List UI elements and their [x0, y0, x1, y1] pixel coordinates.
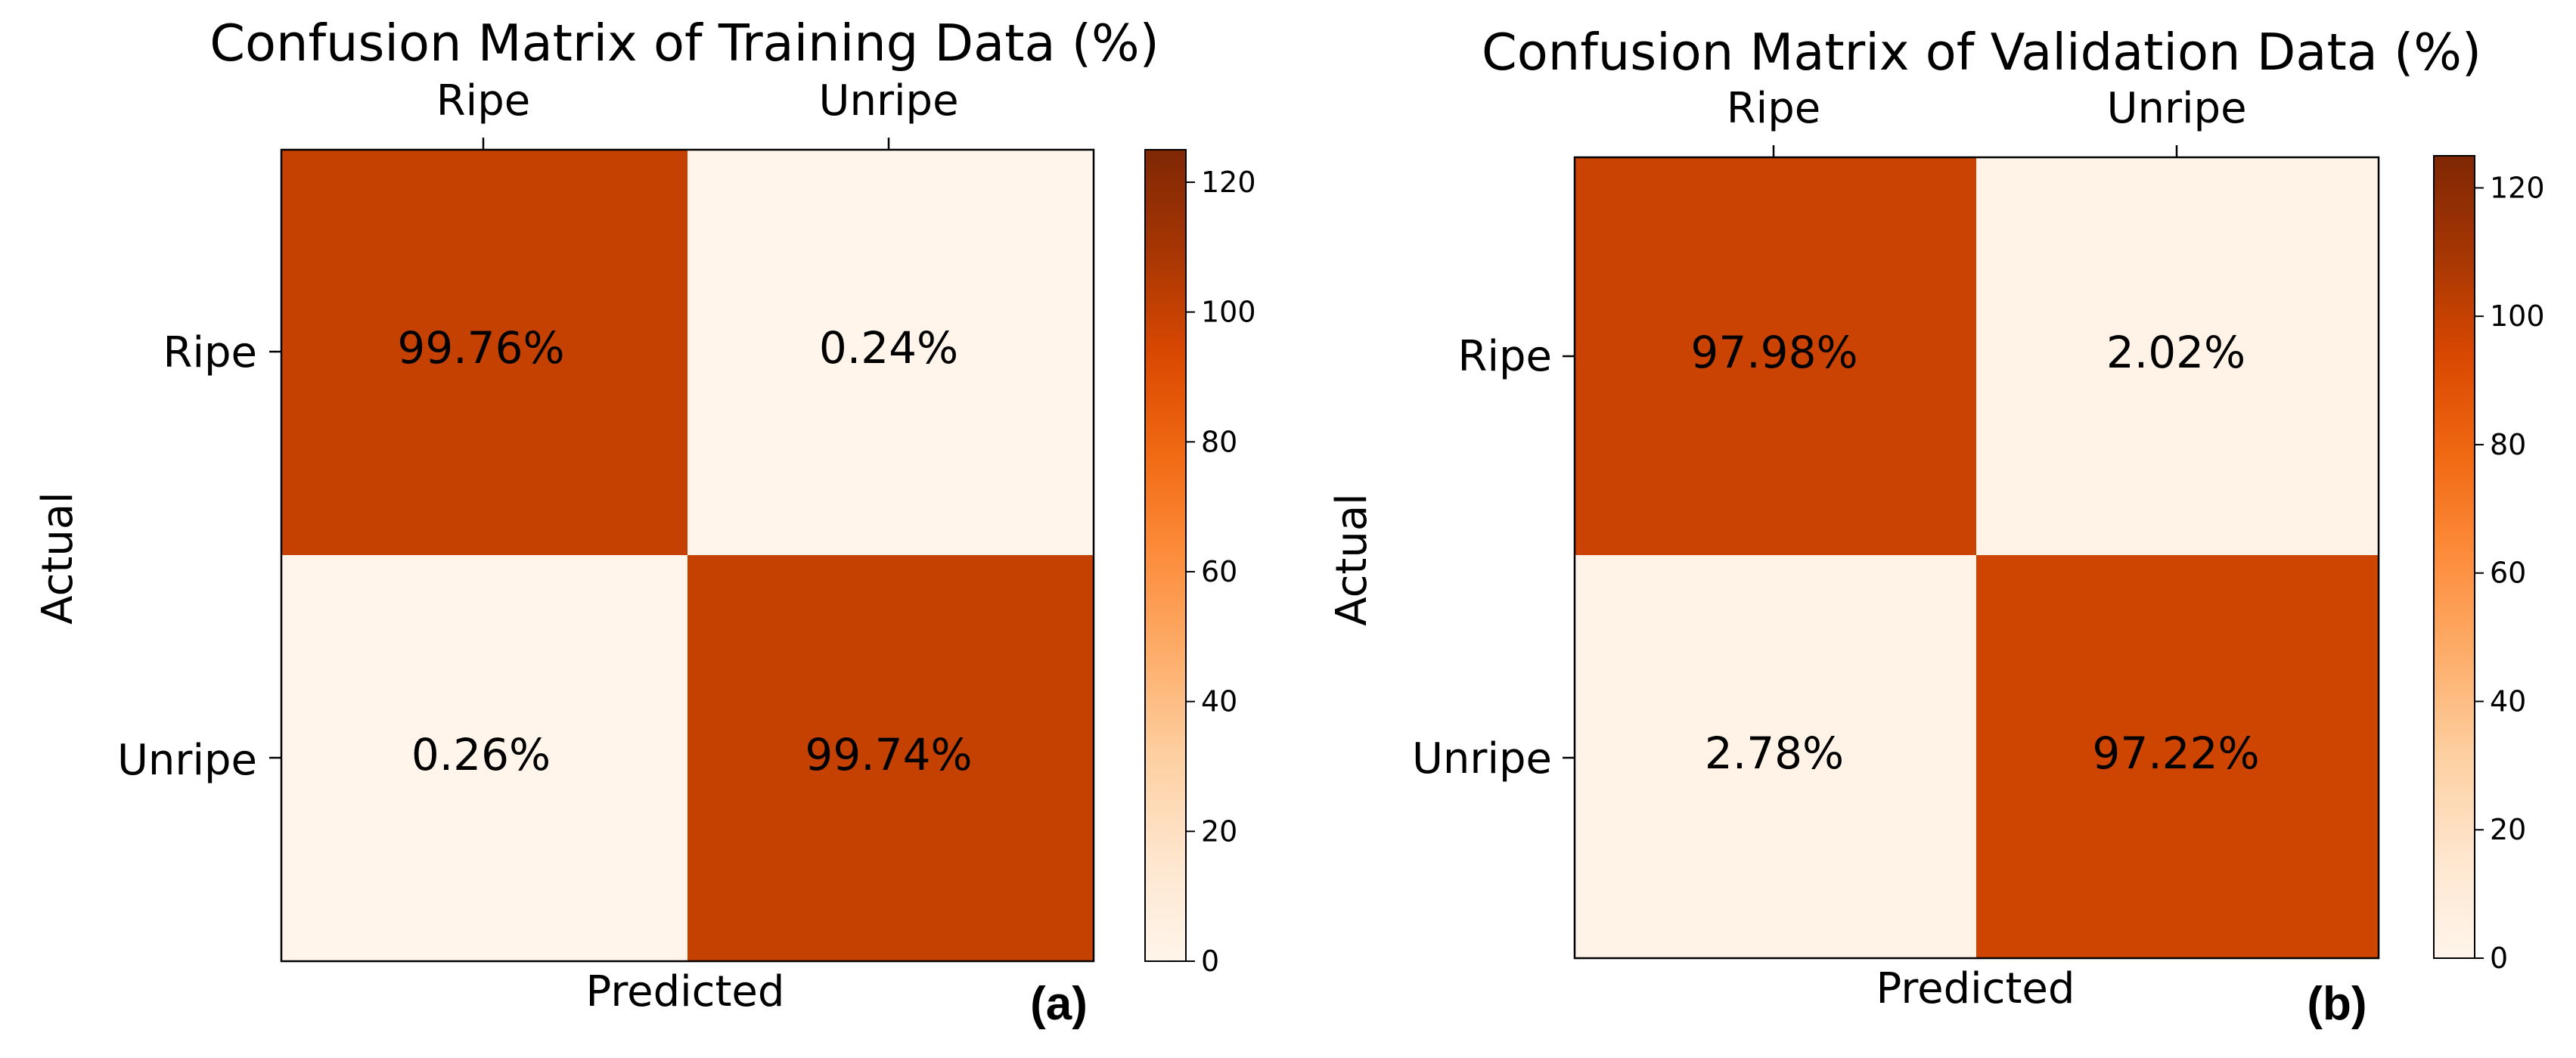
colorbar-tick-label: 80 [2490, 428, 2526, 461]
cell-unripe-unripe [687, 555, 1094, 961]
colorbar-tick-label: 0 [2490, 942, 2508, 975]
cell-ripe-ripe [1575, 157, 1976, 555]
colorbar-tick-label: 120 [2490, 171, 2545, 204]
y-axis-label: Actual [1327, 493, 1376, 625]
cell-ripe-ripe [281, 150, 687, 555]
cell-label: 99.74% [805, 729, 972, 780]
x-tick-label-ripe: Ripe [1727, 84, 1820, 133]
chart-title-validation: Confusion Matrix of Validation Data (%) [1482, 23, 2481, 82]
cell-ripe-unripe [687, 150, 1094, 555]
chart-title-training: Confusion Matrix of Training Data (%) [209, 14, 1159, 73]
y-axis-label: Actual [33, 492, 82, 624]
colorbar-tick-label: 100 [2490, 299, 2545, 333]
colorbar-tick-label: 60 [1201, 555, 1237, 588]
colorbar-ticks: 0 20 40 60 80 100 120 [1186, 166, 1256, 978]
cell-label: 2.78% [1705, 728, 1844, 779]
cell-label: 99.76% [397, 322, 564, 374]
colorbar-tick-label: 40 [2490, 684, 2526, 718]
heatmap-frame [1573, 156, 2380, 960]
y-tick-label-unripe: Unripe [1412, 734, 1552, 783]
cell-label: 0.26% [411, 729, 551, 780]
x-tick-label-unripe: Unripe [818, 76, 958, 126]
cell-ripe-unripe [1976, 157, 2379, 555]
cell-label: 97.22% [2092, 728, 2259, 779]
colorbar-tick-label: 80 [1201, 425, 1237, 458]
y-tick-label-unripe: Unripe [117, 736, 257, 785]
panel-training: Confusion Matrix of Training Data (%) Ri… [33, 14, 1256, 1030]
x-tick-label-unripe: Unripe [2106, 84, 2246, 133]
colorbar-tick-label: 60 [2490, 557, 2526, 590]
colorbar [2433, 155, 2475, 959]
colorbar-tick-label: 20 [2490, 813, 2526, 846]
y-tick-label-ripe: Ripe [163, 328, 257, 377]
colorbar-tick-label: 0 [1201, 945, 1219, 978]
x-tick-label-ripe: Ripe [436, 76, 530, 126]
cell-unripe-ripe [281, 555, 687, 961]
panel-label-a: (a) [1030, 978, 1088, 1030]
cell-label: 97.98% [1690, 327, 1858, 378]
panel-label-b: (b) [2307, 978, 2367, 1030]
cell-unripe-ripe [1575, 555, 1976, 958]
x-axis-label: Predicted [586, 967, 785, 1016]
x-axis-label: Predicted [1876, 964, 2075, 1013]
colorbar-tick-label: 40 [1201, 685, 1237, 718]
colorbar-ticks: 0 20 40 60 80 100 120 [2475, 171, 2545, 975]
cell-label: 2.02% [2106, 327, 2245, 378]
colorbar-tick-label: 120 [1201, 166, 1256, 199]
colorbar-tick-label: 100 [1201, 296, 1256, 329]
heatmap-frame [280, 148, 1095, 963]
cell-unripe-unripe [1976, 555, 2379, 958]
cell-label: 0.24% [819, 322, 958, 374]
y-tick-label-ripe: Ripe [1458, 332, 1552, 381]
colorbar-tick-label: 20 [1201, 814, 1237, 848]
colorbar [1144, 149, 1187, 962]
panel-validation: Confusion Matrix of Validation Data (%) … [1327, 23, 2545, 1030]
